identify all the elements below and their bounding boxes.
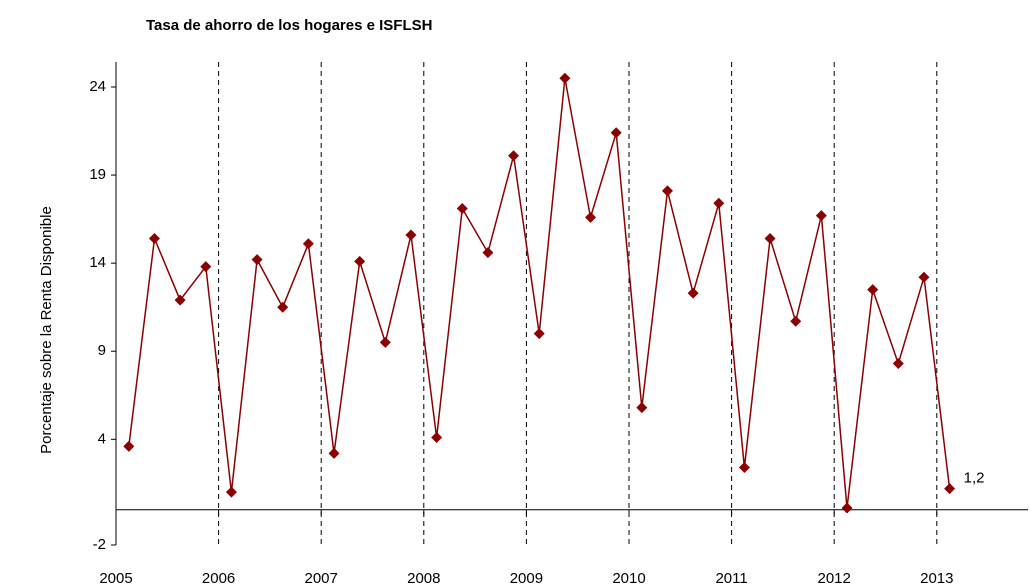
data-point — [123, 440, 135, 452]
data-point — [713, 197, 725, 209]
series-line — [128, 78, 951, 509]
data-point — [482, 247, 494, 259]
data-point — [508, 150, 520, 162]
data-point — [636, 402, 648, 414]
y-tick-label: -2 — [93, 536, 106, 553]
data-point — [405, 229, 417, 241]
data-point — [559, 72, 571, 84]
data-point — [174, 294, 186, 306]
y-tick-label: 19 — [89, 166, 106, 183]
chart-title: Tasa de ahorro de los hogares e ISFLSH — [146, 17, 432, 34]
data-point — [790, 315, 802, 327]
x-tick-label: 2012 — [818, 570, 851, 586]
data-point — [431, 432, 443, 444]
data-point — [815, 210, 827, 222]
data-point — [148, 232, 160, 244]
x-tick-label: 2008 — [407, 570, 440, 586]
data-point — [354, 255, 366, 267]
data-point — [841, 502, 853, 514]
y-tick-label: 24 — [89, 78, 106, 95]
data-point — [533, 328, 545, 340]
x-tick-label: 2007 — [305, 570, 338, 586]
x-tick-label: 2005 — [99, 570, 132, 586]
x-tick-label: 2010 — [612, 570, 645, 586]
data-point — [687, 287, 699, 299]
x-tick-label: 2009 — [510, 570, 543, 586]
data-point — [302, 238, 314, 250]
data-point — [918, 271, 930, 283]
x-tick-label: 2006 — [202, 570, 235, 586]
y-tick-label: 9 — [98, 342, 106, 359]
data-point — [867, 284, 879, 296]
data-point — [251, 254, 263, 266]
data-point — [738, 461, 750, 473]
x-tick-label: 2013 — [920, 570, 953, 586]
data-point — [379, 336, 391, 348]
data-point — [610, 127, 622, 139]
data-point — [944, 483, 956, 495]
data-point — [277, 301, 289, 313]
data-point — [764, 232, 776, 244]
y-axis-label: Porcentaje sobre la Renta Disponible — [38, 206, 55, 454]
data-label: 1,2 — [964, 470, 985, 487]
data-point — [225, 486, 237, 498]
data-point — [661, 185, 673, 197]
data-point — [328, 447, 340, 459]
x-tick-label: 2011 — [715, 570, 747, 586]
y-tick-label: 4 — [98, 430, 106, 447]
data-point — [585, 211, 597, 223]
data-point — [892, 358, 904, 370]
data-point — [456, 203, 468, 215]
y-tick-label: 14 — [89, 254, 106, 271]
data-point — [200, 261, 212, 273]
